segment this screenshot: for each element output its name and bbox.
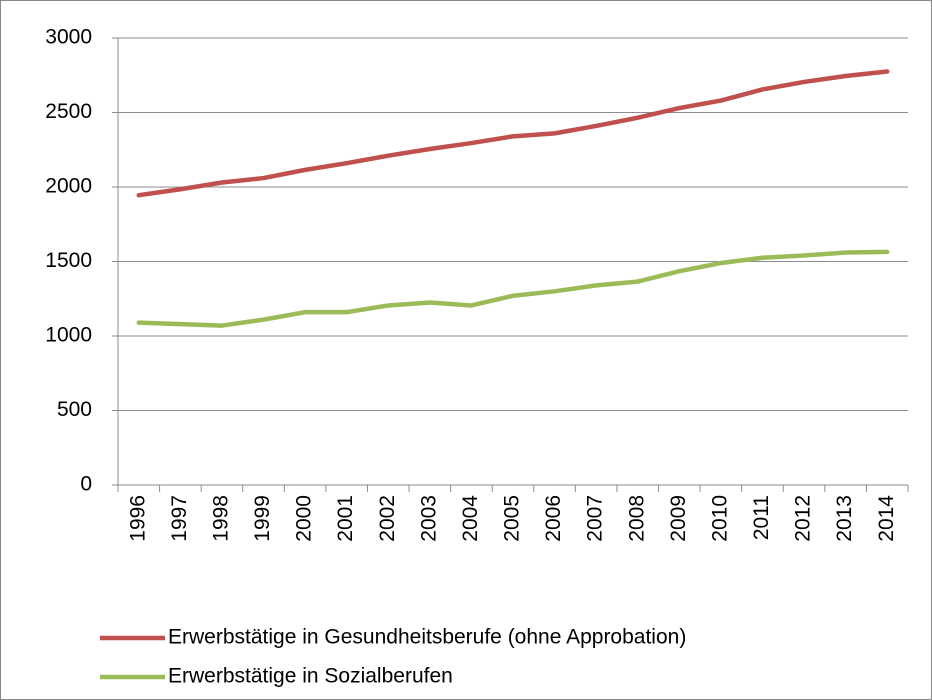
- y-tick-label: 1500: [45, 249, 92, 272]
- x-tick-label: 2011: [750, 495, 773, 540]
- x-tick-label: 2013: [833, 495, 856, 542]
- x-tick-label: 2012: [792, 495, 815, 542]
- x-tick-label: 1996: [126, 495, 149, 542]
- x-tick-label: 2010: [708, 495, 731, 542]
- x-tick-label: 2009: [667, 495, 690, 542]
- x-tick-label: 2014: [875, 495, 898, 542]
- y-tick-label: 0: [80, 473, 92, 496]
- x-tick-label: 2008: [625, 495, 648, 542]
- x-tick-label: 2000: [293, 495, 316, 542]
- x-tick-label: 2006: [542, 495, 565, 542]
- x-tick-label: 1997: [168, 495, 191, 542]
- x-tick-label: 2004: [459, 495, 482, 542]
- legend-label: Erwerbstätige in Sozialberufen: [168, 665, 453, 688]
- series-line: [136, 69, 890, 198]
- x-tick-label: 2003: [417, 495, 440, 542]
- x-tick-label: 2005: [501, 495, 524, 542]
- legend-label: Erwerbstätige in Gesundheitsberufe (ohne…: [168, 626, 686, 649]
- x-tick-label: 2002: [376, 495, 399, 542]
- y-tick-label: 2000: [45, 175, 92, 198]
- x-tick-label: 1998: [209, 495, 232, 542]
- x-tick-label: 1999: [251, 495, 274, 542]
- x-tick-label: 2001: [334, 495, 357, 542]
- x-tick-label: 2007: [584, 495, 607, 542]
- y-tick-label: 3000: [45, 26, 92, 49]
- y-tick-label: 500: [57, 398, 92, 421]
- series-line: [136, 249, 890, 328]
- y-tick-label: 1000: [45, 324, 92, 347]
- y-tick-label: 2500: [45, 100, 92, 123]
